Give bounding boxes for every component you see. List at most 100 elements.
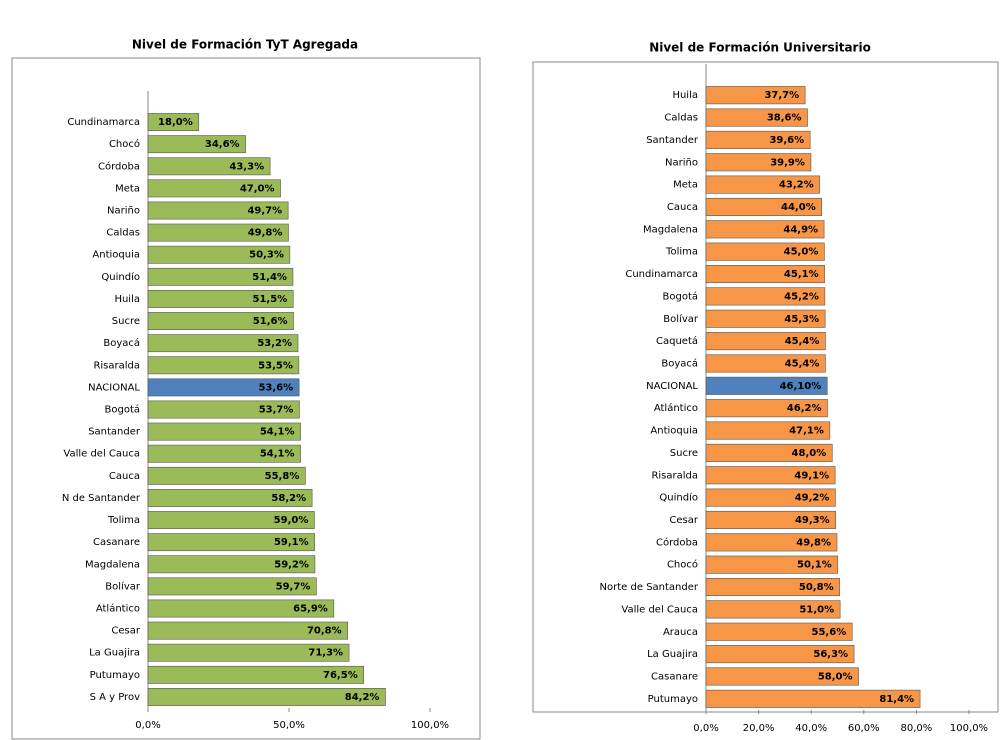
bar bbox=[147, 223, 289, 242]
bar bbox=[705, 130, 811, 149]
y-tick-label: Caldas bbox=[106, 228, 140, 239]
x-tick-label: 0,0% bbox=[135, 720, 160, 731]
y-tick-label: Cesar bbox=[111, 626, 140, 637]
value-label: 53,7% bbox=[259, 405, 294, 416]
y-tick-label: Cundinamarca bbox=[67, 117, 140, 128]
value-label: 47,1% bbox=[789, 426, 824, 437]
y-tick-label: Sucre bbox=[670, 448, 698, 459]
bar bbox=[147, 511, 315, 529]
bar bbox=[705, 265, 825, 284]
y-tick-label: Putumayo bbox=[648, 694, 698, 705]
y-tick-label: Chocó bbox=[667, 559, 698, 571]
bar bbox=[705, 466, 836, 485]
x-tick-label: 100,0% bbox=[411, 720, 449, 731]
bar bbox=[147, 621, 348, 640]
value-label: 49,7% bbox=[247, 206, 282, 217]
bar bbox=[147, 688, 386, 706]
bar bbox=[147, 577, 317, 596]
y-tick-label: La Guajira bbox=[89, 648, 140, 659]
y-tick-label: Santander bbox=[646, 135, 699, 146]
bar bbox=[147, 466, 306, 485]
value-label: 49,8% bbox=[248, 228, 283, 239]
value-label: 45,4% bbox=[785, 358, 820, 369]
value-label: 48,0% bbox=[792, 448, 827, 459]
bar bbox=[147, 555, 316, 574]
value-label: 53,6% bbox=[258, 382, 293, 393]
bar bbox=[705, 220, 825, 239]
value-label: 39,9% bbox=[770, 157, 805, 168]
y-tick-label: Magdalena bbox=[85, 559, 140, 570]
y-tick-label: Cauca bbox=[109, 471, 140, 482]
bar bbox=[705, 667, 859, 686]
y-tick-label: La Guajira bbox=[647, 649, 698, 660]
bar bbox=[147, 113, 200, 131]
y-tick-label: Meta bbox=[673, 180, 698, 191]
value-label: 59,1% bbox=[274, 537, 309, 548]
value-label: 43,3% bbox=[229, 161, 264, 172]
y-tick-label: Bolívar bbox=[105, 580, 141, 592]
x-tick-label: 40,0% bbox=[795, 723, 827, 734]
bar bbox=[147, 312, 294, 330]
x-tick-label: 60,0% bbox=[848, 723, 880, 734]
bar bbox=[147, 533, 315, 552]
value-label: 54,1% bbox=[260, 449, 295, 460]
value-label: 49,2% bbox=[795, 493, 830, 504]
y-tick-label: Atlántico bbox=[96, 603, 140, 615]
x-tick-label: 80,0% bbox=[901, 723, 933, 734]
y-tick-label: Sucre bbox=[112, 316, 140, 327]
value-label: 51,5% bbox=[253, 294, 288, 305]
value-label: 59,7% bbox=[276, 581, 311, 592]
value-label: 46,10% bbox=[780, 381, 822, 392]
y-tick-label: Córdoba bbox=[98, 160, 140, 172]
value-label: 45,1% bbox=[784, 269, 819, 280]
bar bbox=[147, 157, 271, 176]
bar bbox=[705, 332, 826, 351]
value-label: 59,2% bbox=[274, 559, 309, 570]
x-tick-label: 20,0% bbox=[743, 723, 775, 734]
y-tick-label: Tolima bbox=[107, 515, 140, 526]
bar bbox=[147, 489, 313, 507]
value-label: 34,6% bbox=[205, 139, 240, 150]
bar bbox=[705, 242, 825, 261]
value-label: 53,5% bbox=[258, 360, 293, 371]
y-tick-label: Chocó bbox=[109, 138, 140, 150]
bar bbox=[705, 555, 839, 574]
bar bbox=[147, 444, 301, 463]
y-tick-label: NACIONAL bbox=[88, 382, 140, 393]
y-tick-label: Valle del Cauca bbox=[63, 449, 140, 460]
y-tick-label: Risaralda bbox=[93, 360, 140, 371]
bar bbox=[147, 179, 281, 198]
bar bbox=[705, 376, 828, 395]
value-label: 44,0% bbox=[781, 202, 816, 213]
value-label: 84,2% bbox=[345, 692, 380, 703]
bar bbox=[147, 599, 335, 618]
bar bbox=[705, 175, 820, 194]
value-label: 43,2% bbox=[779, 180, 814, 191]
bar bbox=[147, 267, 294, 286]
value-label: 37,7% bbox=[764, 90, 799, 101]
value-label: 44,9% bbox=[783, 224, 818, 235]
bar bbox=[147, 245, 291, 264]
bar bbox=[705, 421, 831, 440]
y-tick-label: Cauca bbox=[667, 202, 698, 213]
y-tick-label: Nariño bbox=[665, 157, 698, 168]
x-tick-label: 50,0% bbox=[273, 720, 305, 731]
bar bbox=[705, 689, 921, 708]
y-tick-label: N de Santander bbox=[62, 493, 141, 504]
y-tick-label: Norte de Santander bbox=[600, 582, 699, 593]
bar bbox=[147, 201, 289, 220]
value-label: 45,4% bbox=[785, 336, 820, 347]
bar bbox=[705, 488, 836, 507]
value-label: 45,0% bbox=[784, 247, 819, 258]
bar bbox=[147, 378, 300, 397]
value-label: 46,2% bbox=[787, 403, 822, 414]
chart-title: Nivel de Formación TyT Agregada bbox=[132, 38, 358, 52]
bar bbox=[705, 86, 806, 105]
value-label: 51,4% bbox=[252, 272, 287, 283]
bar bbox=[147, 400, 300, 419]
y-tick-label: Casanare bbox=[651, 671, 698, 682]
y-tick-label: Huila bbox=[672, 90, 698, 101]
chart-title: Nivel de Formación Universitario bbox=[649, 41, 871, 55]
value-label: 45,2% bbox=[784, 291, 819, 302]
